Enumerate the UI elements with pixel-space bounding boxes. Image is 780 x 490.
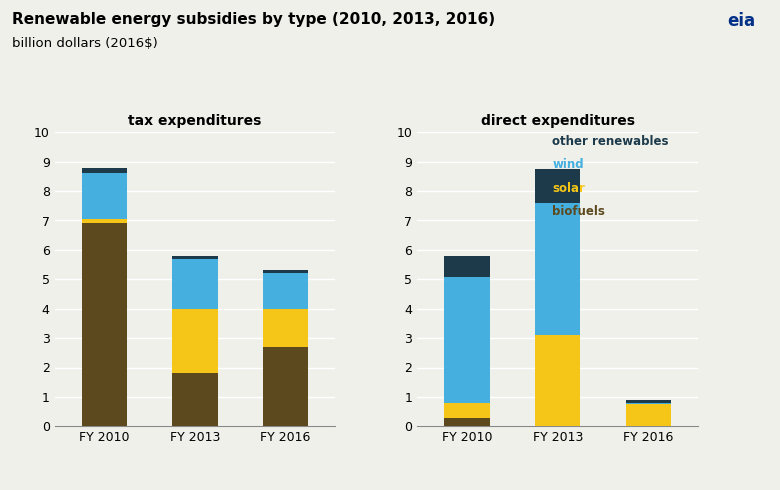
Bar: [535, 203, 580, 335]
Bar: [445, 403, 490, 418]
Bar: [263, 270, 308, 273]
Bar: [535, 335, 580, 426]
Text: billion dollars (2016$): billion dollars (2016$): [12, 37, 158, 50]
Text: Renewable energy subsidies by type (2010, 2013, 2016): Renewable energy subsidies by type (2010…: [12, 12, 495, 27]
Bar: [445, 256, 490, 277]
Text: solar: solar: [552, 182, 585, 195]
Bar: [626, 404, 671, 426]
Bar: [263, 273, 308, 309]
Title: direct expenditures: direct expenditures: [480, 114, 635, 128]
Bar: [172, 309, 218, 373]
Bar: [626, 403, 671, 404]
Bar: [82, 168, 127, 173]
Bar: [172, 256, 218, 259]
Bar: [445, 277, 490, 403]
Bar: [82, 223, 127, 426]
Bar: [626, 400, 671, 403]
Bar: [535, 169, 580, 203]
Bar: [172, 259, 218, 309]
Bar: [263, 347, 308, 426]
Text: wind: wind: [552, 158, 583, 172]
Bar: [82, 173, 127, 219]
Bar: [172, 373, 218, 426]
Text: biofuels: biofuels: [552, 205, 605, 219]
Text: other renewables: other renewables: [552, 135, 668, 148]
Title: tax expenditures: tax expenditures: [129, 114, 261, 128]
Text: eia: eia: [727, 12, 755, 30]
Bar: [445, 418, 490, 426]
Bar: [263, 309, 308, 347]
Bar: [82, 219, 127, 223]
